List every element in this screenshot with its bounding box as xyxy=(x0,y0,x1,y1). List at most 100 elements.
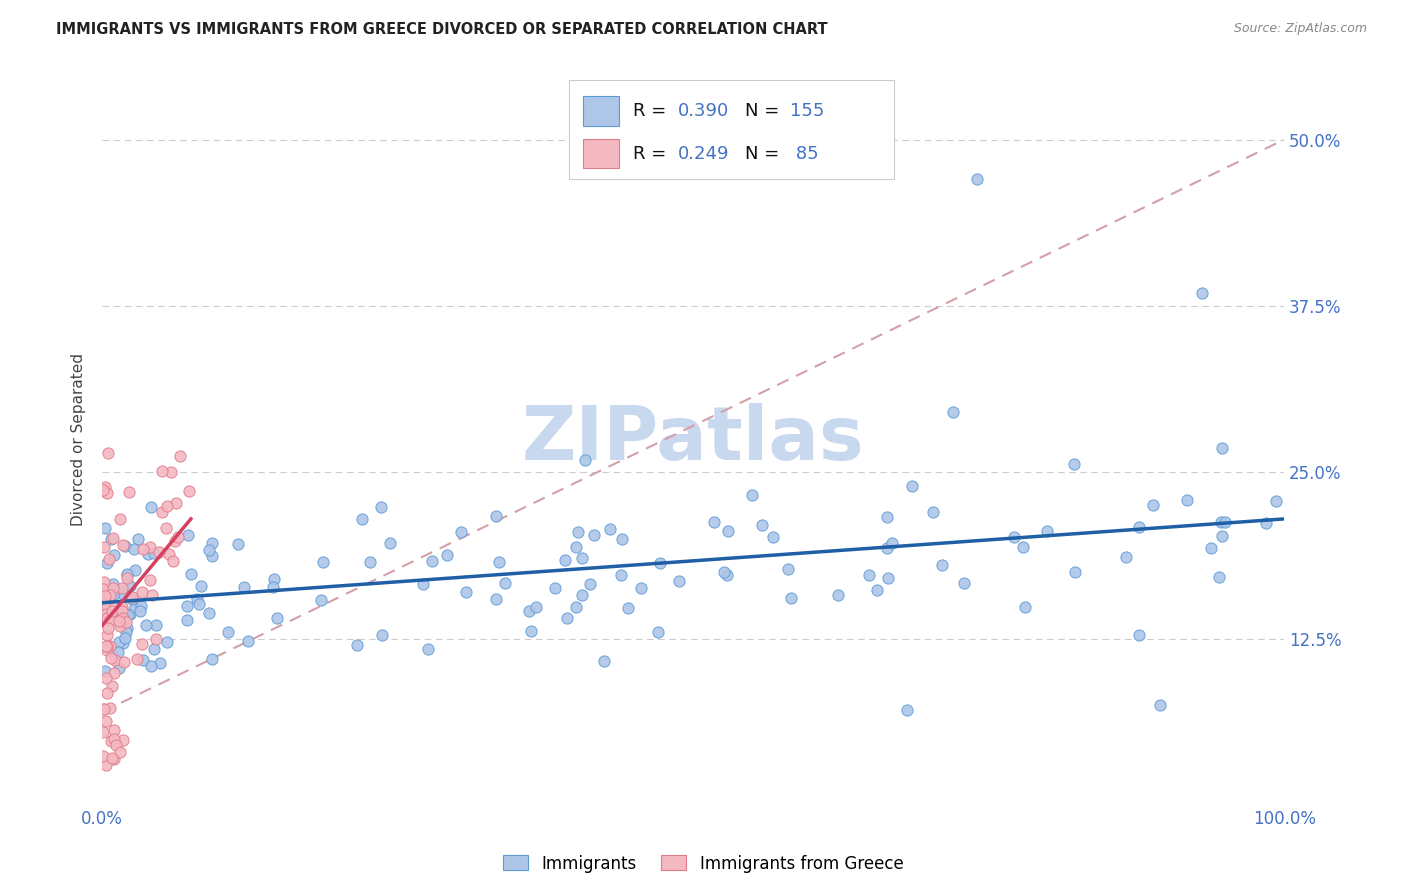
Point xyxy=(359,555,381,569)
Point xyxy=(1254,516,1277,530)
Point xyxy=(942,405,965,419)
Point xyxy=(346,638,368,652)
Point xyxy=(647,625,669,640)
Point xyxy=(200,652,222,666)
Point xyxy=(114,539,136,553)
Point xyxy=(524,599,547,614)
Text: 155: 155 xyxy=(790,102,824,120)
Point xyxy=(103,599,125,613)
Point xyxy=(966,172,988,186)
Point xyxy=(177,528,200,542)
Point xyxy=(129,604,152,618)
Point xyxy=(454,585,477,599)
Text: R =: R = xyxy=(633,145,672,162)
Point xyxy=(97,446,120,460)
Point xyxy=(117,571,139,585)
Point xyxy=(105,738,128,752)
Point xyxy=(96,628,118,642)
Point xyxy=(96,486,118,500)
Point xyxy=(110,619,132,633)
Point xyxy=(716,567,738,582)
Point xyxy=(1115,550,1137,565)
Point xyxy=(93,702,115,716)
Point xyxy=(567,524,589,539)
Point xyxy=(107,661,129,675)
Point xyxy=(156,499,179,513)
Point xyxy=(120,579,142,593)
Point xyxy=(263,572,285,586)
Point xyxy=(111,600,134,615)
Point xyxy=(160,466,183,480)
Point xyxy=(94,665,117,679)
Point xyxy=(94,671,117,685)
Point xyxy=(121,592,143,607)
Point xyxy=(630,581,652,595)
Point xyxy=(180,567,202,582)
Point xyxy=(100,609,122,624)
Point xyxy=(121,591,143,605)
Point xyxy=(101,531,124,545)
Point xyxy=(599,522,621,536)
Point xyxy=(1014,599,1036,614)
Point xyxy=(610,568,633,582)
Point xyxy=(176,613,198,627)
Point xyxy=(422,554,444,568)
Point xyxy=(952,576,974,591)
Point xyxy=(610,532,633,546)
Point xyxy=(107,606,129,620)
Point xyxy=(1191,285,1213,300)
Point xyxy=(186,592,208,607)
Point xyxy=(94,639,117,653)
Point xyxy=(93,575,115,590)
Point xyxy=(309,593,332,607)
Point xyxy=(125,652,148,666)
Point xyxy=(416,641,439,656)
Point xyxy=(111,636,134,650)
Point xyxy=(96,611,118,625)
Point xyxy=(370,500,392,514)
Point xyxy=(564,540,586,554)
Point xyxy=(1149,698,1171,713)
Text: 0.390: 0.390 xyxy=(678,102,730,120)
Text: N =: N = xyxy=(745,102,786,120)
Point xyxy=(145,617,167,632)
Point xyxy=(100,643,122,657)
Point xyxy=(115,625,138,640)
Point xyxy=(141,588,163,602)
Point xyxy=(93,521,115,535)
Point xyxy=(103,577,125,591)
Point xyxy=(108,614,131,628)
Point xyxy=(114,631,136,645)
Point xyxy=(201,536,224,550)
Point xyxy=(155,521,177,535)
Point xyxy=(1208,569,1230,583)
Point xyxy=(167,530,190,544)
Point xyxy=(571,551,593,566)
Point xyxy=(112,538,135,552)
Point xyxy=(98,588,121,602)
Point xyxy=(543,581,565,595)
Point xyxy=(226,537,249,551)
Point xyxy=(96,599,118,614)
Point xyxy=(110,582,132,596)
Point xyxy=(131,636,153,650)
Point xyxy=(1175,492,1198,507)
Point xyxy=(165,495,187,509)
Point xyxy=(519,604,541,618)
Point xyxy=(93,483,115,498)
Point xyxy=(592,654,614,668)
Point xyxy=(132,542,155,557)
Point xyxy=(751,518,773,533)
Point xyxy=(1211,441,1233,455)
Point xyxy=(98,552,121,566)
Text: 0.249: 0.249 xyxy=(678,145,730,162)
Point xyxy=(94,589,117,603)
Point xyxy=(901,479,924,493)
Point xyxy=(100,613,122,627)
Y-axis label: Divorced or Separated: Divorced or Separated xyxy=(72,352,86,525)
Point xyxy=(876,541,898,555)
Point xyxy=(94,758,117,772)
Point xyxy=(127,532,149,546)
Point xyxy=(866,582,889,597)
Point xyxy=(93,702,115,716)
